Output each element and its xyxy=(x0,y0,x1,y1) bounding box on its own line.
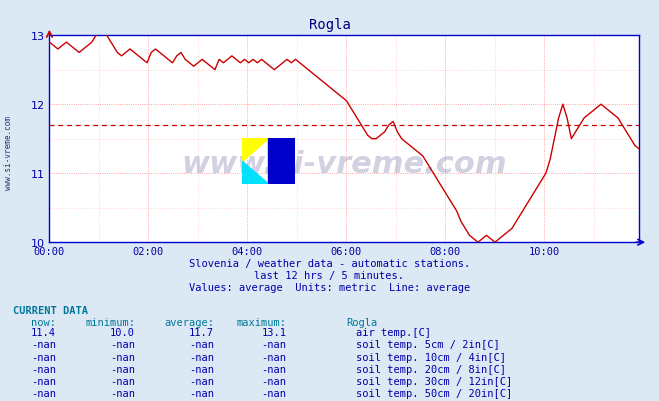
Text: Rogla: Rogla xyxy=(346,318,377,328)
Text: CURRENT DATA: CURRENT DATA xyxy=(13,305,88,315)
Text: -nan: -nan xyxy=(31,364,56,374)
Polygon shape xyxy=(241,139,268,161)
Text: -nan: -nan xyxy=(262,376,287,386)
Text: soil temp. 50cm / 20in[C]: soil temp. 50cm / 20in[C] xyxy=(356,388,512,398)
Bar xyxy=(268,139,295,184)
Text: Values: average  Units: metric  Line: average: Values: average Units: metric Line: aver… xyxy=(189,283,470,293)
Text: soil temp. 10cm / 4in[C]: soil temp. 10cm / 4in[C] xyxy=(356,352,506,362)
Text: -nan: -nan xyxy=(110,340,135,350)
Polygon shape xyxy=(241,161,268,184)
Text: Rogla: Rogla xyxy=(308,18,351,32)
Text: -nan: -nan xyxy=(262,364,287,374)
Text: -nan: -nan xyxy=(262,340,287,350)
Text: soil temp. 5cm / 2in[C]: soil temp. 5cm / 2in[C] xyxy=(356,340,500,350)
Text: -nan: -nan xyxy=(110,352,135,362)
Text: air temp.[C]: air temp.[C] xyxy=(356,328,431,338)
Text: 11.7: 11.7 xyxy=(189,328,214,338)
Text: -nan: -nan xyxy=(31,340,56,350)
Text: 11.4: 11.4 xyxy=(31,328,56,338)
Text: Slovenia / weather data - automatic stations.: Slovenia / weather data - automatic stat… xyxy=(189,259,470,269)
Text: -nan: -nan xyxy=(262,388,287,398)
Text: -nan: -nan xyxy=(31,376,56,386)
Text: -nan: -nan xyxy=(110,376,135,386)
Text: -nan: -nan xyxy=(189,340,214,350)
Text: -nan: -nan xyxy=(110,364,135,374)
Text: soil temp. 30cm / 12in[C]: soil temp. 30cm / 12in[C] xyxy=(356,376,512,386)
Text: www.si-vreme.com: www.si-vreme.com xyxy=(181,150,507,178)
Text: -nan: -nan xyxy=(110,388,135,398)
Text: minimum:: minimum: xyxy=(85,318,135,328)
Text: -nan: -nan xyxy=(189,388,214,398)
Text: -nan: -nan xyxy=(189,352,214,362)
Text: -nan: -nan xyxy=(189,364,214,374)
Text: 13.1: 13.1 xyxy=(262,328,287,338)
Text: soil temp. 20cm / 8in[C]: soil temp. 20cm / 8in[C] xyxy=(356,364,506,374)
Text: last 12 hrs / 5 minutes.: last 12 hrs / 5 minutes. xyxy=(254,271,405,281)
Text: -nan: -nan xyxy=(31,388,56,398)
Text: now:: now: xyxy=(31,318,56,328)
Text: -nan: -nan xyxy=(31,352,56,362)
Text: maximum:: maximum: xyxy=(237,318,287,328)
Text: -nan: -nan xyxy=(189,376,214,386)
Text: 10.0: 10.0 xyxy=(110,328,135,338)
Text: average:: average: xyxy=(164,318,214,328)
Text: -nan: -nan xyxy=(262,352,287,362)
Text: www.si-vreme.com: www.si-vreme.com xyxy=(4,115,13,189)
